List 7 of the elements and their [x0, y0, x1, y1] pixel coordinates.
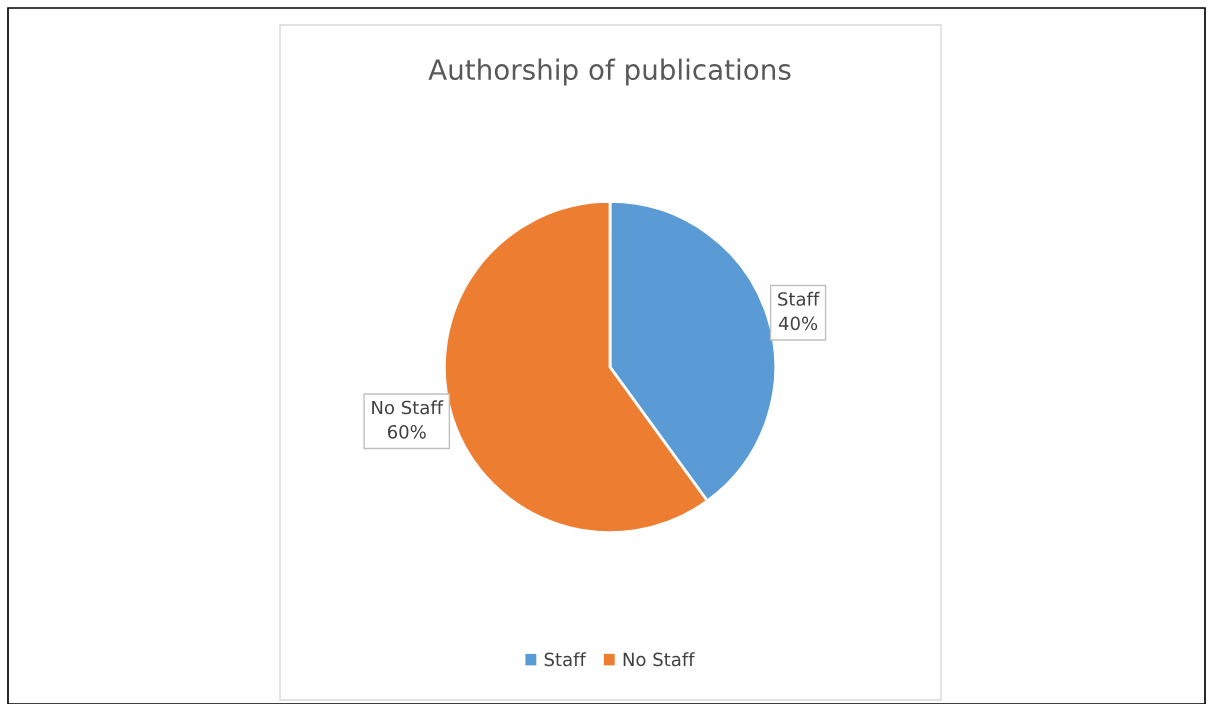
legend-label: No Staff — [623, 652, 695, 667]
slice-label: Staff — [778, 291, 820, 306]
legend-label: Staff — [544, 652, 587, 667]
chart-title: Authorship of publications — [428, 58, 791, 86]
data-label: 40% — [778, 316, 818, 331]
data-label: 60% — [387, 424, 426, 439]
slice-label: No Staff — [372, 400, 444, 415]
